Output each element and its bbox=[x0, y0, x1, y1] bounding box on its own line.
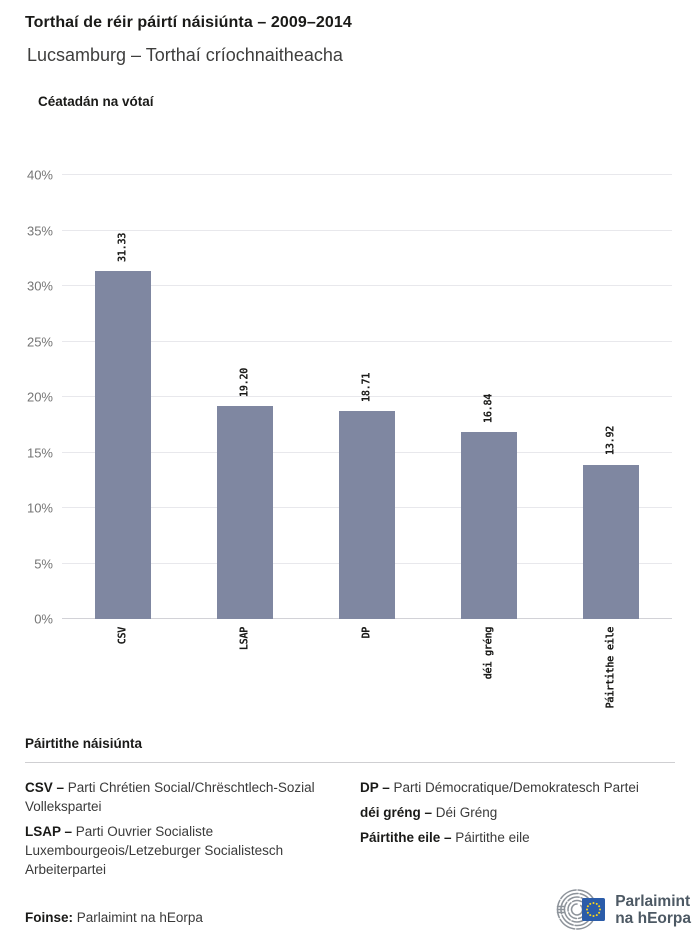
legend-entry: CSV – Parti Chrétien Social/Chrëschtlech… bbox=[25, 780, 315, 814]
bar-chart-plot-area: 0% 5% 10% 15% 20% 25% 30% 35% 40% 31.33 CSV 19.20 LS… bbox=[27, 168, 672, 709]
bar-category-label: LSAP bbox=[238, 627, 251, 653]
gridline bbox=[62, 174, 672, 175]
legend-term: LSAP – bbox=[25, 824, 76, 839]
legend-entry: déi gréng – Déi Gréng bbox=[360, 805, 498, 820]
bar-category-text: LSAP bbox=[238, 627, 251, 651]
bar-value-text: 31.33 bbox=[116, 233, 129, 263]
ep-logo-line1: Parlaimint bbox=[615, 893, 691, 910]
party-legend: Páirtithe náisiúnta CSV – Parti Chrétien… bbox=[25, 736, 675, 885]
gridline bbox=[62, 340, 672, 342]
ep-logo-wordmark: Parlaimint na hEorpa bbox=[615, 893, 691, 927]
y-axis-tick-label: 25% bbox=[26, 334, 53, 349]
bar bbox=[95, 271, 151, 619]
bar-category-label: DP bbox=[360, 627, 373, 642]
bar bbox=[217, 405, 273, 619]
legend-column: CSV – Parti Chrétien Social/Chrëschtlech… bbox=[25, 778, 350, 885]
bar bbox=[339, 411, 395, 619]
bar-category-text: DP bbox=[360, 627, 373, 639]
eu-flag-stars bbox=[586, 902, 602, 917]
bar-value-text: 19.20 bbox=[238, 367, 251, 397]
bar-value-label: 13.92 bbox=[604, 426, 617, 458]
gridline bbox=[62, 285, 672, 286]
legend-term: déi gréng – bbox=[360, 805, 436, 820]
bar-value-text: 18.71 bbox=[360, 373, 373, 403]
source-label: Foinse: bbox=[25, 910, 74, 925]
bar-category-label: Páirtithe eile bbox=[604, 627, 617, 712]
y-axis-tick-label: 10% bbox=[26, 500, 53, 516]
source-value: Parlaimint na hEorpa bbox=[76, 910, 203, 925]
gridline bbox=[62, 229, 672, 231]
legend-columns: CSV – Parti Chrétien Social/Chrëschtlech… bbox=[25, 778, 675, 885]
legend-term: CSV – bbox=[25, 780, 68, 795]
legend-term: Páirtithe eile – bbox=[360, 830, 456, 845]
gridline bbox=[62, 396, 672, 397]
bar-category-text: Páirtithe eile bbox=[604, 627, 617, 709]
chart-axis-title: Céatadán na vótaí bbox=[38, 94, 154, 109]
y-axis-tick-label: 20% bbox=[26, 389, 53, 405]
legend-heading: Páirtithe náisiúnta bbox=[25, 736, 143, 751]
bar-category-label: déi gréng bbox=[482, 627, 495, 682]
legend-column: DP – Parti Démocratique/Demokratesch Par… bbox=[350, 778, 675, 885]
y-axis-tick-label: 30% bbox=[26, 278, 53, 294]
y-axis-tick-label: 5% bbox=[34, 556, 53, 571]
bar-value-text: 16.84 bbox=[482, 393, 495, 424]
legend-entry: DP – Parti Démocratique/Demokratesch Par… bbox=[360, 780, 639, 795]
page-title: Torthaí de réir páirtí náisiúnta – 2009–… bbox=[25, 14, 352, 31]
legend-divider bbox=[25, 762, 675, 763]
bar-value-text: 13.92 bbox=[604, 426, 617, 456]
bar-value-label: 19.20 bbox=[238, 367, 251, 400]
bar bbox=[461, 432, 517, 619]
legend-entry: LSAP – Parti Ouvrier Socialiste Luxembou… bbox=[25, 824, 284, 877]
bar-value-label: 16.84 bbox=[482, 393, 495, 426]
bar bbox=[583, 464, 639, 619]
bar-value-label: 31.33 bbox=[116, 233, 129, 265]
ep-logo: Parlaimint na hEorpa bbox=[556, 886, 691, 934]
bar-value-label: 18.71 bbox=[360, 373, 373, 405]
ep-logo-line2: na hEorpa bbox=[615, 910, 691, 927]
bar-category-label: CSV bbox=[116, 627, 129, 647]
bar-category-text: déi gréng bbox=[482, 627, 495, 680]
y-axis-tick-label: 40% bbox=[26, 167, 53, 183]
ep-hemicycle-flag-icon bbox=[556, 889, 606, 930]
y-axis-tick-label: 35% bbox=[26, 223, 53, 238]
y-axis-tick-label: 0% bbox=[34, 611, 53, 627]
source-line: Foinse: Parlaimint na hEorpa bbox=[25, 910, 203, 925]
y-axis-tick-label: 15% bbox=[26, 445, 53, 460]
bar-category-text: CSV bbox=[116, 627, 129, 645]
eu-flag-icon bbox=[582, 898, 606, 921]
legend-term: DP – bbox=[360, 780, 394, 795]
page-subtitle: Lucsamburg – Torthaí críochnaitheacha bbox=[27, 45, 343, 65]
legend-entry: Páirtithe eile – Páirtithe eile bbox=[360, 830, 530, 845]
